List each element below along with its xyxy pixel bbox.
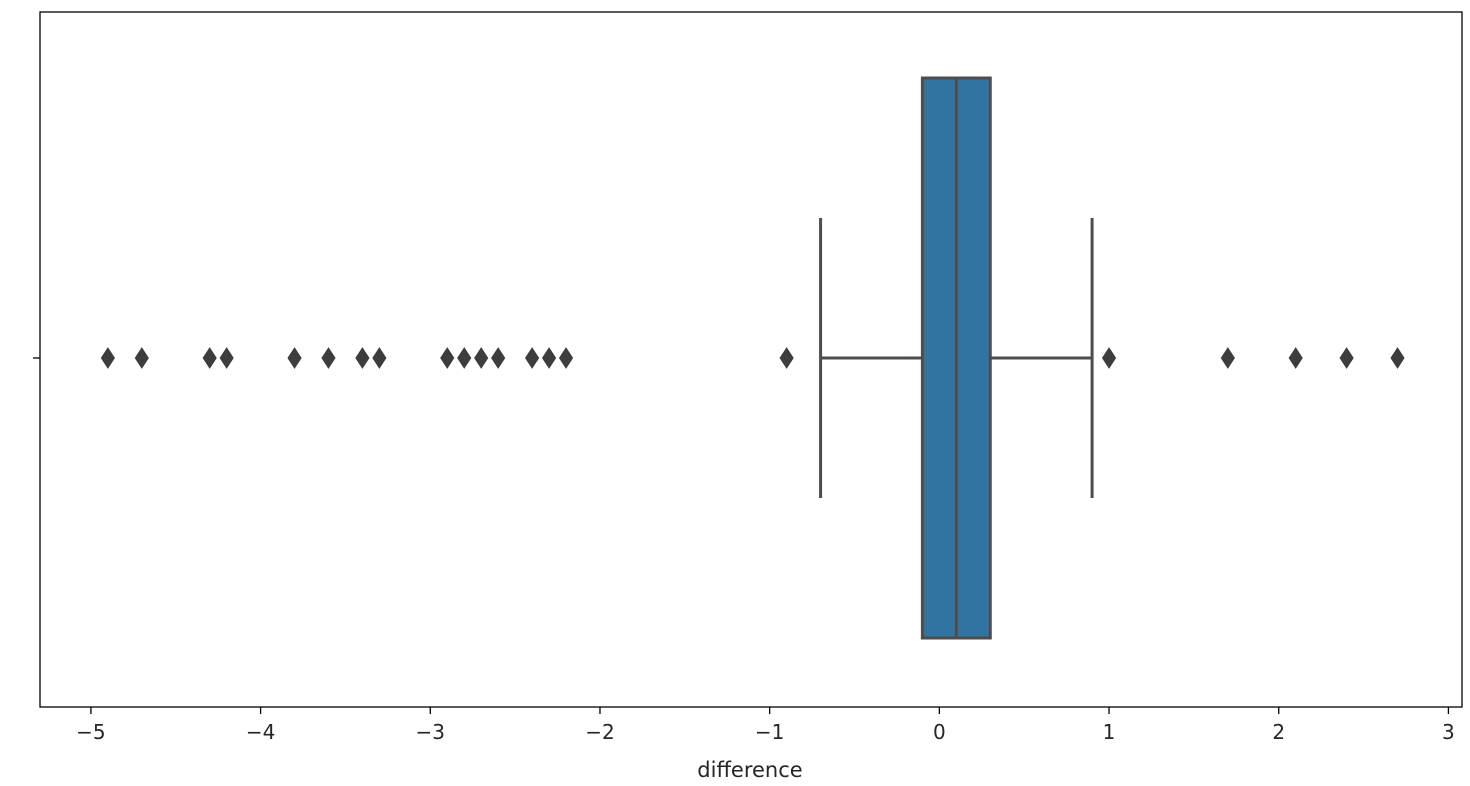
- plot-area: [100, 76, 1405, 640]
- outlier-point: [1390, 347, 1405, 369]
- outlier-point: [491, 347, 506, 369]
- x-tick-label: 3: [1442, 720, 1455, 744]
- outlier-point: [558, 347, 574, 369]
- outlier-point: [355, 347, 370, 369]
- outlier-point: [457, 347, 472, 369]
- outlier-point: [474, 347, 489, 369]
- outlier-point: [1288, 347, 1303, 369]
- plot-frame: [39, 11, 1463, 708]
- outlier-point: [525, 347, 540, 369]
- outlier-point: [134, 347, 149, 369]
- outlier-point: [372, 347, 387, 369]
- x-tick-label: −4: [246, 720, 275, 744]
- x-axis-label: difference: [697, 758, 802, 782]
- outlier-point: [779, 347, 794, 369]
- outlier-point: [321, 347, 336, 369]
- outlier-point: [1220, 347, 1235, 369]
- outlier-point: [541, 347, 557, 369]
- x-tick-label: −5: [76, 720, 105, 744]
- x-axis: −5 −4 −3 −2 −1 0 1 2 3: [39, 11, 1463, 744]
- outlier-point: [1339, 347, 1354, 369]
- outlier-point: [440, 347, 455, 369]
- outlier-point: [1101, 347, 1117, 369]
- x-tick-label: 1: [1103, 720, 1116, 744]
- outlier-point: [100, 347, 115, 369]
- x-tick-label: −3: [416, 720, 445, 744]
- x-tick-label: −2: [585, 720, 614, 744]
- outlier-point: [219, 347, 234, 369]
- x-tick-label: −1: [755, 720, 784, 744]
- x-tick-label: 0: [933, 720, 946, 744]
- x-tick-label: 2: [1272, 720, 1285, 744]
- outlier-point: [287, 347, 302, 369]
- outlier-point: [202, 347, 217, 369]
